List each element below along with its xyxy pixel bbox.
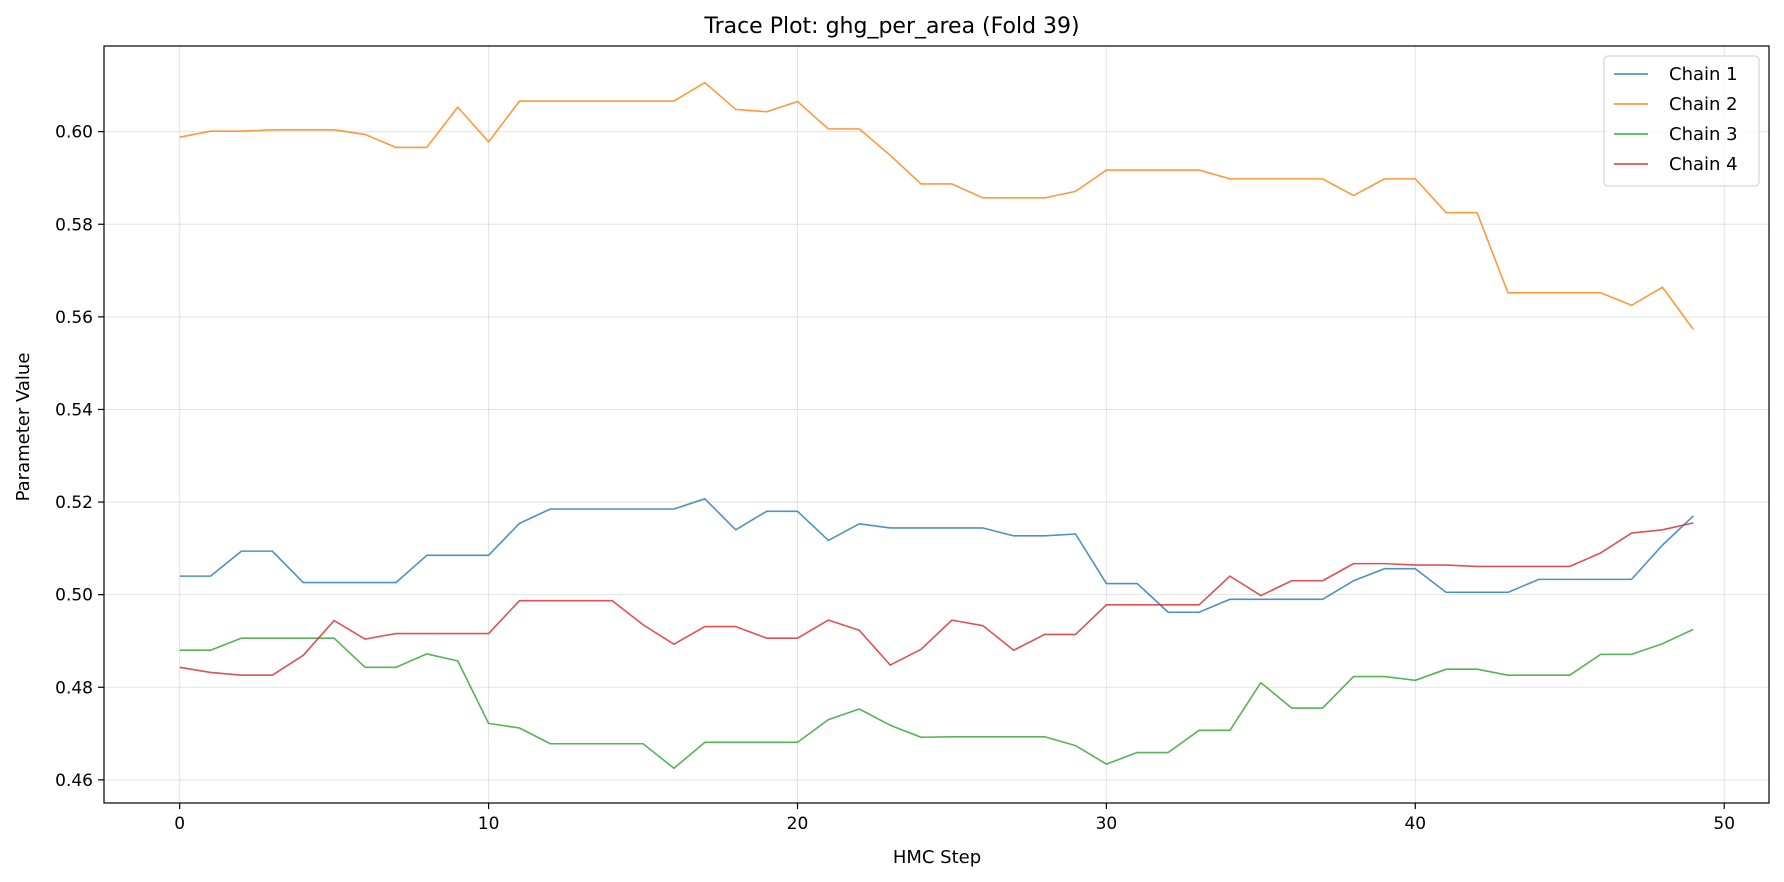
y-tick-label: 0.46 [55,771,93,791]
plot-frame [103,45,1770,804]
series-line-chain-4 [179,522,1694,677]
x-tick-label: 50 [1713,814,1735,834]
y-tick-label: 0.58 [55,215,93,235]
y-axis-label: Parameter Value [13,353,34,502]
y-tick-label: 0.54 [55,400,93,420]
y-tick-label: 0.56 [55,308,93,328]
x-tick-label: 0 [174,814,185,834]
legend-label-chain-4: Chain 4 [1669,154,1738,175]
series-line-chain-1 [179,498,1694,614]
x-tick-label: 40 [1404,814,1426,834]
legend-label-chain-3: Chain 3 [1669,124,1738,145]
y-tick-label: 0.60 [55,123,93,143]
legend-box [1603,55,1760,187]
x-tick-label: 30 [1096,814,1118,834]
x-tick-label: 20 [787,814,809,834]
series-layer [179,81,1694,770]
legend: Chain 1 Chain 2 Chain 3 Chain 4 [1603,55,1760,187]
y-tick-label: 0.52 [55,493,93,513]
series-line-chain-3 [179,628,1694,770]
chart-title: Trace Plot: ghg_per_area (Fold 39) [703,14,1079,39]
legend-label-chain-1: Chain 1 [1669,64,1738,85]
x-tick-label: 10 [478,814,500,834]
tick-layer: 0 10 20 30 40 50 0.46 0.48 0.50 0.52 0.54 0.56 0.58 0… [55,123,1735,834]
y-tick-label: 0.48 [55,678,93,698]
y-tick-label: 0.50 [55,586,93,606]
x-axis-label: HMC Step [893,847,981,868]
series-line-chain-2 [179,81,1694,330]
legend-label-chain-2: Chain 2 [1669,94,1738,115]
